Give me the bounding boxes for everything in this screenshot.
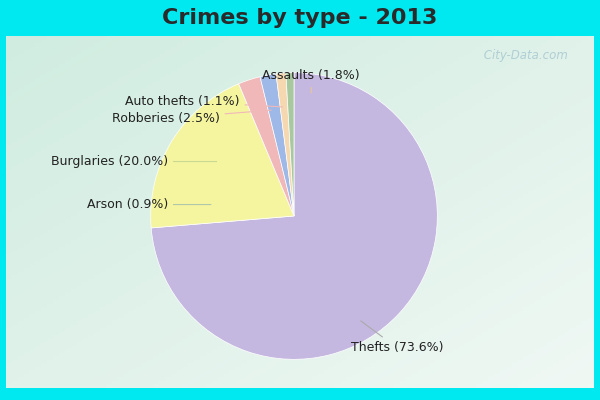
Text: Crimes by type - 2013: Crimes by type - 2013 — [163, 8, 437, 28]
Text: Auto thefts (1.1%): Auto thefts (1.1%) — [125, 95, 283, 108]
Wedge shape — [239, 77, 294, 216]
Wedge shape — [151, 84, 294, 228]
Text: Thefts (73.6%): Thefts (73.6%) — [351, 321, 443, 354]
Wedge shape — [260, 74, 294, 216]
Text: City-Data.com: City-Data.com — [480, 50, 568, 62]
Text: Arson (0.9%): Arson (0.9%) — [86, 198, 211, 211]
Text: Assaults (1.8%): Assaults (1.8%) — [262, 69, 360, 93]
Wedge shape — [151, 73, 437, 359]
Text: Robberies (2.5%): Robberies (2.5%) — [112, 110, 271, 125]
Wedge shape — [276, 73, 294, 216]
Text: Burglaries (20.0%): Burglaries (20.0%) — [51, 155, 217, 168]
Wedge shape — [286, 73, 294, 216]
